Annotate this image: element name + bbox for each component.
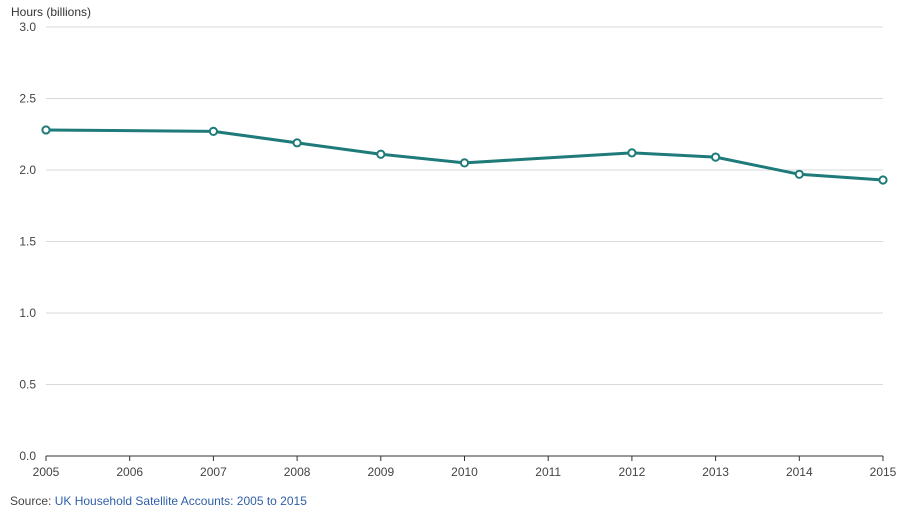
x-tick-label: 2012: [619, 465, 646, 479]
data-point[interactable]: [292, 138, 302, 148]
x-tick-label: 2011: [535, 465, 561, 479]
x-tick-label: 2008: [284, 465, 311, 479]
y-tick-label: 0.5: [19, 378, 36, 392]
data-point[interactable]: [878, 175, 888, 185]
data-point[interactable]: [41, 125, 51, 135]
series-line: [45, 128, 884, 182]
y-tick-label: 0.0: [19, 449, 36, 463]
x-axis-ticks: 2005 2006 2007 2008 2009 2010 2011 2012 2013 2014…: [33, 455, 897, 479]
line-chart: 0.00.51.01.52.02.53.0 2005 2006 2007 2008 20…: [11, 5, 897, 479]
data-point[interactable]: [711, 152, 721, 162]
y-tick-label: 1.5: [19, 235, 36, 249]
x-tick-label: 2014: [786, 465, 813, 479]
data-point[interactable]: [208, 126, 218, 136]
source-prefix: Source:: [10, 494, 55, 508]
data-point[interactable]: [459, 158, 470, 168]
data-point[interactable]: [627, 148, 637, 158]
data-point[interactable]: [794, 169, 804, 179]
x-tick-label: 2009: [367, 465, 394, 479]
gridlines: [46, 26, 883, 385]
series-layer: [41, 125, 888, 185]
x-tick-label: 2005: [33, 465, 60, 479]
x-tick-label: 2010: [451, 465, 478, 479]
x-tick-label: 2007: [200, 465, 227, 479]
x-tick-label: 2006: [116, 465, 143, 479]
x-tick-label: 2013: [702, 465, 729, 479]
y-axis-title: Hours (billions): [11, 5, 91, 19]
source-note: Source: UK Household Satellite Accounts:…: [10, 494, 307, 508]
y-tick-label: 1.0: [19, 306, 36, 320]
y-axis-ticks: 0.0 0.5 1.0 1.5 2.0 2.5 3.0: [19, 20, 36, 463]
data-point[interactable]: [376, 149, 386, 159]
x-tick-label: 2015: [870, 465, 897, 479]
y-tick-label: 2.0: [19, 163, 36, 177]
y-tick-label: 2.5: [19, 92, 36, 106]
y-tick-label: 3.0: [19, 20, 36, 34]
source-link[interactable]: UK Household Satellite Accounts: 2005 to…: [54, 494, 307, 508]
